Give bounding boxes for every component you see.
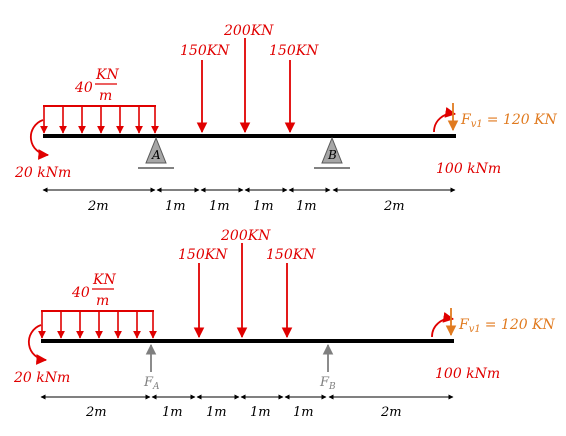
lower-udl-unit-num: KN (92, 272, 116, 288)
lower-dim-3: 1m (206, 405, 227, 420)
upper-load-label-2: 200KN (223, 23, 274, 39)
lower-dim-4: 1m (250, 405, 271, 420)
lower-udl-value: 40 (71, 285, 90, 301)
upper-support-b-label: B (327, 148, 337, 162)
lower-right-moment-arrow (431, 312, 455, 338)
lower-dim-6: 2m (380, 405, 402, 420)
upper-right-moment-arrow (433, 107, 457, 133)
lower-udl-unit-den: m (96, 293, 109, 309)
lower-dim-5: 1m (293, 405, 314, 420)
upper-load-label-3: 150KN (269, 43, 319, 59)
lower-vertical-force-label: Fv1 = 120 KN (458, 317, 556, 335)
upper-udl-unit-den: m (99, 88, 112, 104)
lower-load-label-1: 150KN (178, 247, 228, 263)
lower-load-label-2: 200KN (220, 228, 271, 244)
upper-udl (40, 105, 159, 134)
lower-reaction-b-label: FB (319, 375, 336, 392)
upper-right-moment-label: 100 kNm (436, 161, 501, 177)
lower-left-moment-label: 20 kNm (13, 370, 70, 386)
lower-dim-2: 1m (162, 405, 183, 420)
lower-right-moment-label: 100 kNm (435, 366, 500, 382)
upper-dim-5: 1m (296, 199, 317, 214)
upper-dim-3: 1m (209, 199, 230, 214)
upper-support-a-label: A (151, 148, 161, 162)
upper-load-label-1: 150KN (180, 43, 230, 59)
upper-dim-4: 1m (253, 199, 274, 214)
upper-udl-value: 40 (74, 80, 93, 96)
upper-vertical-force-label: Fv1 = 120 KN (460, 112, 558, 130)
upper-dim-6: 2m (383, 199, 405, 214)
upper-support-a (138, 136, 174, 169)
upper-diagram: 40 KN m 150KN 200KN 150KN A B 20 kNm 100… (14, 23, 558, 214)
upper-udl-unit-num: KN (95, 67, 119, 83)
upper-dim-2: 1m (165, 199, 186, 214)
lower-left-moment-arrow (27, 324, 48, 365)
lower-reaction-a-label: FA (143, 375, 160, 392)
lower-udl (38, 310, 157, 339)
upper-left-moment-arrow (29, 119, 50, 160)
lower-diagram: 40 KN m 150KN 200KN 150KN FA FB 20 kNm 1… (13, 228, 556, 420)
upper-support-b (314, 136, 350, 169)
upper-dim-1: 2m (87, 199, 109, 214)
lower-dim-1: 2m (85, 405, 107, 420)
upper-left-moment-label: 20 kNm (14, 165, 71, 181)
lower-load-label-3: 150KN (266, 247, 316, 263)
